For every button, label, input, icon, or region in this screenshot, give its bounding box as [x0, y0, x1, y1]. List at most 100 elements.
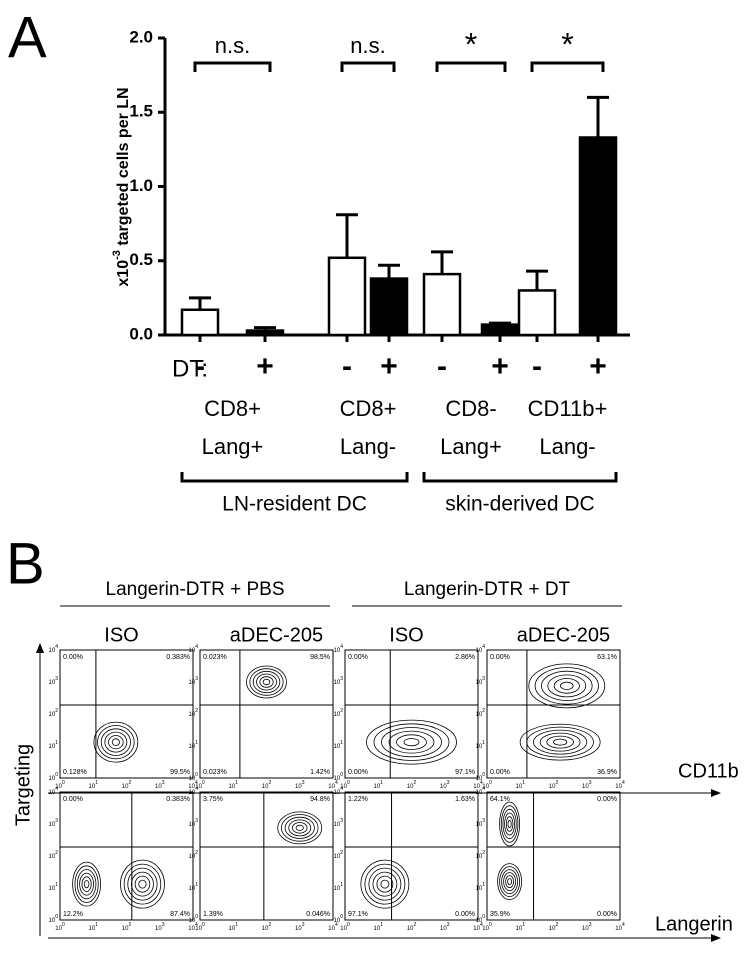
- x-tick-label: -: [437, 350, 447, 383]
- group-label: CD8-: [445, 396, 496, 421]
- decade-exp: 0: [340, 914, 343, 920]
- y-decade-label: 100: [189, 914, 199, 923]
- decade-base: 10: [582, 926, 589, 932]
- decade-base: 10: [155, 926, 162, 932]
- row-axis-label: CD11b: [678, 760, 739, 782]
- quadrant-percent: 0.023%: [203, 654, 227, 661]
- quadrant-percent: 1.39%: [203, 911, 223, 918]
- y-decade-label: 104: [49, 786, 59, 795]
- decade-base: 10: [49, 776, 56, 782]
- x-decade-label: 102: [122, 922, 132, 931]
- x-decade-label: 100: [482, 922, 492, 931]
- decade-exp: 1: [195, 740, 198, 746]
- y-decade-label: 102: [49, 850, 59, 859]
- y-decade-label: 101: [49, 740, 59, 749]
- contour: [295, 824, 304, 831]
- decade-exp: 0: [347, 780, 350, 786]
- contour: [360, 859, 410, 909]
- group-label: Lang+: [202, 434, 264, 459]
- quadrant-percent: 94.8%: [310, 796, 330, 803]
- contour: [252, 670, 281, 694]
- decade-exp: 3: [340, 676, 343, 682]
- y-decade-label: 100: [49, 914, 59, 923]
- column-label: ISO: [389, 624, 423, 646]
- contour: [560, 681, 574, 690]
- decade-base: 10: [189, 680, 196, 686]
- decade-exp: 0: [55, 914, 58, 920]
- contour: [547, 674, 587, 698]
- x-decade-label: 100: [340, 780, 350, 789]
- bar: [422, 272, 462, 337]
- significance-bracket: [435, 61, 507, 72]
- quadrant-percent: 0.383%: [166, 796, 190, 803]
- decade-base: 10: [122, 926, 129, 932]
- decade-exp: 4: [622, 922, 625, 928]
- decade-base: 10: [340, 784, 347, 790]
- y-decade-label: 102: [49, 708, 59, 717]
- contour: [499, 801, 521, 847]
- decade-base: 10: [189, 648, 196, 654]
- row-axis-label: Langerin: [655, 913, 733, 935]
- column-label: aDEC-205: [517, 624, 610, 646]
- decade-exp: 4: [195, 644, 198, 650]
- x-decade-label: 102: [407, 922, 417, 931]
- contour: [539, 732, 581, 752]
- x-decade-label: 103: [295, 780, 305, 789]
- decade-exp: 2: [128, 780, 131, 786]
- decade-base: 10: [189, 822, 196, 828]
- decade-exp: 0: [489, 922, 492, 928]
- y-decade-label: 103: [189, 676, 199, 685]
- decade-exp: 3: [162, 922, 165, 928]
- contour: [526, 726, 594, 758]
- x-tick-label: +: [256, 350, 274, 383]
- contour: [249, 668, 284, 696]
- contour: [396, 734, 427, 750]
- decade-base: 10: [49, 648, 56, 654]
- contour: [541, 670, 593, 701]
- decade-base: 10: [334, 854, 341, 860]
- decade-base: 10: [482, 784, 489, 790]
- decade-base: 10: [615, 926, 622, 932]
- quadrant-percent: 0.00%: [455, 911, 475, 918]
- quadrant-percent: 1.42%: [310, 769, 330, 776]
- y-decade-label: 102: [476, 708, 486, 717]
- quadrant-percent: 0.00%: [348, 769, 368, 776]
- decade-exp: 2: [555, 922, 558, 928]
- decade-base: 10: [407, 926, 414, 932]
- decade-exp: 2: [555, 780, 558, 786]
- contour: [503, 872, 517, 891]
- decade-exp: 1: [235, 922, 238, 928]
- y-decade-label: 102: [334, 850, 344, 859]
- decade-exp: 2: [268, 922, 271, 928]
- quadrant-percent: 97.1%: [348, 911, 368, 918]
- y-tick-label: 0.5: [129, 250, 153, 269]
- panel-label: A: [8, 5, 47, 70]
- column-label: ISO: [104, 624, 138, 646]
- contour: [72, 861, 101, 907]
- decade-exp: 3: [162, 780, 165, 786]
- contour: [497, 863, 523, 900]
- y-decade-label: 101: [49, 882, 59, 891]
- contour: [288, 819, 312, 837]
- quadrant-percent: 0.00%: [348, 654, 368, 661]
- decade-base: 10: [582, 784, 589, 790]
- decade-exp: 1: [522, 922, 525, 928]
- decade-exp: 3: [482, 818, 485, 824]
- y-decade-label: 103: [49, 676, 59, 685]
- decade-exp: 0: [482, 772, 485, 778]
- decade-base: 10: [615, 784, 622, 790]
- decade-base: 10: [229, 926, 236, 932]
- decade-base: 10: [49, 712, 56, 718]
- decade-base: 10: [189, 854, 196, 860]
- x-decade-label: 101: [516, 780, 526, 789]
- x-tick-label: +: [491, 350, 509, 383]
- decade-exp: 0: [489, 780, 492, 786]
- x-decade-label: 103: [582, 922, 592, 931]
- flow-plot-frame: [486, 791, 621, 921]
- contour: [104, 731, 128, 753]
- x-decade-label: 104: [188, 780, 198, 789]
- quadrant-percent: 35.9%: [490, 911, 510, 918]
- decade-base: 10: [476, 854, 483, 860]
- y-decade-label: 102: [334, 708, 344, 717]
- flow-plot-frame: [199, 649, 334, 779]
